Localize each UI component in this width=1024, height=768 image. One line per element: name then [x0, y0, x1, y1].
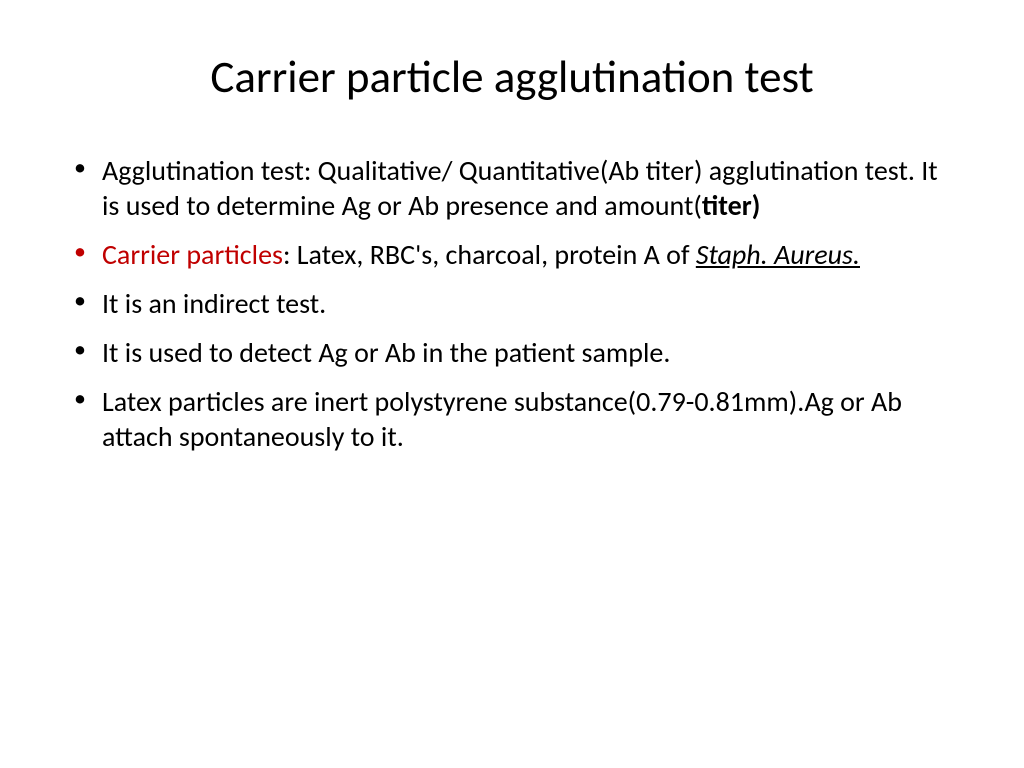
bullet-text-red: Carrier particles	[102, 237, 283, 272]
bullet-list: Agglutination test: Qualitative/ Quantit…	[70, 153, 954, 454]
list-item: It is used to detect Ag or Ab in the pat…	[70, 335, 954, 370]
slide-title: Carrier particle agglutination test	[70, 50, 954, 105]
list-item: Carrier particles: Latex, RBC's, charcoa…	[70, 237, 954, 272]
list-item: Agglutination test: Qualitative/ Quantit…	[70, 153, 954, 223]
bullet-text: Latex particles are inert polystyrene su…	[102, 384, 902, 454]
list-item: It is an indirect test.	[70, 286, 954, 321]
bullet-text: It is an indirect test.	[102, 286, 326, 321]
bullet-text-bold: titer)	[702, 188, 761, 223]
list-item: Latex particles are inert polystyrene su…	[70, 384, 954, 454]
bullet-text: It is used to detect Ag or Ab in the pat…	[102, 335, 670, 370]
bullet-text: : Latex, RBC's, charcoal, protein A of	[283, 237, 696, 272]
bullet-text-italic: Staph. Aureus.	[696, 237, 860, 272]
slide-body: Agglutination test: Qualitative/ Quantit…	[70, 153, 954, 454]
bullet-text: Agglutination test: Qualitative/ Quantit…	[102, 153, 938, 223]
